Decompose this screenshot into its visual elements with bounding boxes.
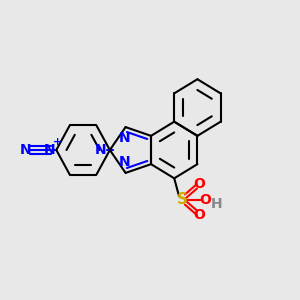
Text: H: H — [210, 197, 222, 211]
Text: O: O — [194, 208, 206, 222]
Text: N: N — [95, 143, 106, 157]
Text: O: O — [199, 193, 211, 206]
Text: O: O — [194, 177, 206, 191]
Text: S: S — [177, 192, 188, 207]
Text: N: N — [118, 131, 130, 145]
Text: N: N — [20, 143, 31, 157]
Text: N: N — [43, 143, 55, 157]
Text: +: + — [53, 137, 62, 147]
Text: N: N — [118, 155, 130, 169]
